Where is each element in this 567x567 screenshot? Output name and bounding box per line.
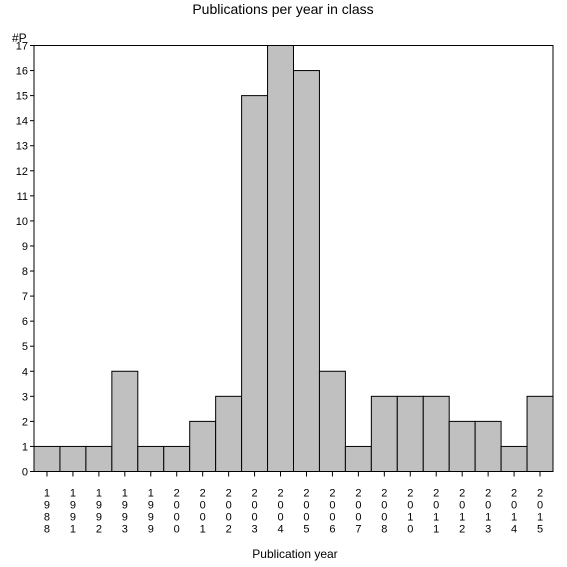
bar-1988	[33, 445, 61, 472]
bars	[33, 45, 554, 472]
y-tick-label: 11	[17, 191, 28, 203]
y-tick-label: 3	[22, 391, 28, 403]
bar-1993	[111, 370, 139, 472]
y-tick-label: 4	[22, 366, 28, 378]
y-tick-label: 17	[16, 41, 28, 53]
bar-2010	[396, 395, 424, 472]
bar-2012	[448, 420, 476, 472]
y-tick-label: 16	[16, 66, 28, 78]
y-tick-label: 13	[16, 141, 28, 153]
y-tick-label: 7	[22, 291, 28, 303]
bar-2008	[370, 395, 398, 472]
y-tick-label: 5	[22, 341, 28, 353]
bar-1991	[59, 445, 87, 472]
bar-1992	[85, 445, 113, 472]
y-axis-label: #P	[12, 31, 27, 45]
chart-title: Publications per year in class	[192, 1, 373, 17]
y-tick-label: 9	[22, 241, 28, 253]
y-tick-label: 10	[16, 216, 28, 228]
x-axis-label: Publication year	[252, 547, 337, 561]
bar-2000	[163, 445, 191, 472]
y-tick-label: 1	[22, 441, 28, 453]
y-tick-label: 12	[16, 166, 28, 178]
y-tick-label: 14	[16, 116, 28, 128]
bar-2014	[500, 445, 528, 472]
bar-2004	[267, 45, 294, 472]
y-tick-label: 6	[22, 316, 28, 328]
bar-2007	[344, 445, 372, 472]
bar-2002	[215, 395, 243, 472]
y-tick-label: 8	[22, 266, 28, 278]
y-tick-label: 15	[16, 91, 28, 103]
bar-2003	[241, 95, 269, 472]
x-axis-ticks: 1 9 8 8 1 9 9 1 1 9 9 2 1 9 9 3 1 9 9 9 2 0 0 0 2 0 0 1 2 0 0 2 2 0 0 3 2 0 0 4…	[44, 471, 543, 536]
y-tick-label: 2	[22, 416, 28, 428]
bar-2006	[318, 370, 346, 472]
bar-2005	[293, 70, 320, 472]
bar-2011	[422, 395, 450, 472]
y-tick-label: 0	[22, 467, 28, 479]
bar-2015	[526, 395, 554, 472]
bar-2001	[189, 420, 217, 472]
bar-1999	[137, 445, 165, 472]
bar-2013	[474, 420, 502, 472]
